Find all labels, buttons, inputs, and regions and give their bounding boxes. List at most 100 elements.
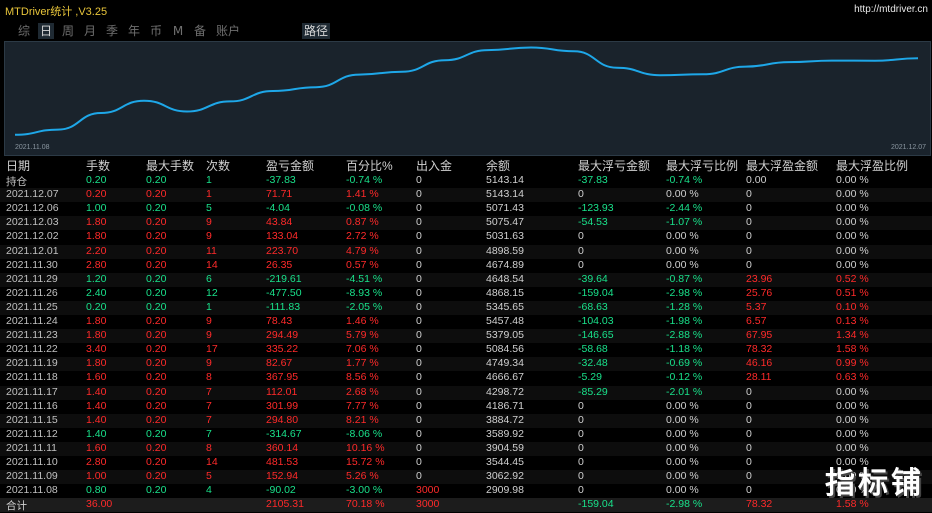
table-cell: 0.00 % (836, 413, 869, 426)
table-row[interactable]: 2021.11.08 0.80 0.20 4 -90.02 -3.00 % 3000 2909… (0, 484, 932, 498)
table-cell: -4.04 (266, 202, 290, 215)
table-cell: 2021.11.19 (6, 357, 58, 370)
column-header[interactable]: 最大浮亏金额 (578, 159, 651, 173)
table-cell: 5143.14 (486, 174, 524, 186)
column-header[interactable]: 日期 (6, 159, 31, 173)
table-row[interactable]: 2021.11.19 1.80 0.20 9 82.67 1.77 % 0 4749.34 -3… (0, 357, 932, 372)
table-cell: 5.37 (746, 300, 767, 313)
table-cell: 0.20 (146, 174, 167, 186)
tab-7[interactable]: M (172, 24, 184, 38)
table-row[interactable]: 2021.12.06 1.00 0.20 5 -4.04 -0.08 % 0 5071.43 -… (0, 202, 932, 216)
table-cell: 46.16 (746, 357, 773, 370)
table-cell: 0.00 % (836, 188, 869, 201)
table-cell: 0.00 % (666, 413, 699, 426)
table-row[interactable]: 2021.11.29 1.20 0.20 6 -219.61 -4.51 % 0 4648.5… (0, 272, 932, 287)
table-cell: 0.52 % (836, 272, 869, 285)
table-row[interactable]: 2021.11.26 2.40 0.20 12 -477.50 -8.93 % 0 4868.… (0, 287, 932, 301)
column-header[interactable]: 最大浮亏比例 (666, 159, 739, 173)
tab-10[interactable]: 路径 (302, 23, 330, 39)
chart-start-date: 2021.11.08 (15, 144, 50, 151)
table-cell: 0 (746, 427, 752, 440)
table-cell: 36.00 (86, 498, 113, 511)
table-cell: 0 (578, 258, 584, 271)
tab-2[interactable]: 周 (61, 24, 74, 38)
table-row[interactable]: 2021.12.02 1.80 0.20 9 133.04 2.72 % 0 5031.63 0… (0, 230, 932, 244)
table-cell: 9 (206, 216, 212, 229)
table-row[interactable]: 2021.11.18 1.60 0.20 8 367.95 8.56 % 0 4666.67 -… (0, 371, 932, 385)
table-cell: -0.69 % (666, 357, 703, 370)
table-cell: 1 (206, 188, 212, 201)
tab-6[interactable]: 币 (149, 24, 162, 38)
table-cell: 4 (206, 484, 212, 497)
table-cell: -0.12 % (666, 371, 703, 384)
table-cell: 294.80 (266, 413, 299, 426)
table-cell: 7 (206, 413, 212, 426)
table-cell: 0.20 (146, 470, 167, 483)
table-row[interactable]: 2021.11.30 2.80 0.20 14 26.35 0.57 % 0 4674.89 0… (0, 259, 932, 273)
table-cell: 360.14 (266, 441, 299, 454)
table-row[interactable]: 2021.11.17 1.40 0.20 7 112.01 2.68 % 0 4298.72 -… (0, 385, 932, 400)
table-cell: 2021.12.07 (6, 188, 59, 201)
table-cell: 7.77 % (346, 399, 379, 412)
table-row[interactable]: 2021.11.11 1.60 0.20 8 360.14 10.16 % 0 3904.59… (0, 441, 932, 456)
table-cell: 0 (746, 188, 752, 201)
table-cell: 0.20 (146, 371, 167, 384)
table-cell: 2021.11.29 (6, 272, 58, 285)
tab-4[interactable]: 季 (105, 24, 118, 38)
table-cell: 2021.11.11 (6, 441, 57, 454)
table-cell: 78.32 (746, 343, 773, 356)
column-header[interactable]: 百分比% (346, 159, 393, 173)
table-row[interactable]: 2021.12.01 2.20 0.20 11 223.70 4.79 % 0 4898.59… (0, 244, 932, 259)
table-row[interactable]: 2021.11.25 0.20 0.20 1 -111.83 -2.05 % 0 5345.6… (0, 300, 932, 315)
table-header: 日期 手数 最大手数 次数 盈亏金额 百分比% 出入金 余额 最大浮亏金额 最大浮亏比例 最大浮盈金… (0, 157, 932, 173)
column-header[interactable]: 最大手数 (146, 159, 195, 173)
column-header[interactable]: 最大浮盈金额 (746, 159, 819, 173)
total-row[interactable]: 合计 36.00 2105.31 70.18 % 3000 -159.04 -2.98 % 7… (0, 498, 932, 513)
column-header[interactable]: 盈亏金额 (266, 159, 315, 173)
table-cell: 0 (416, 272, 422, 285)
table-cell: 17 (206, 343, 218, 356)
table-cell: 2021.11.22 (6, 343, 58, 356)
table-cell: 0 (416, 371, 422, 384)
website-link[interactable]: http://mtdriver.cn (854, 4, 928, 15)
tab-5[interactable]: 年 (127, 24, 140, 38)
table-row[interactable]: 2021.11.24 1.80 0.20 9 78.43 1.46 % 0 5457.48 -1… (0, 315, 932, 329)
table-cell: 0 (416, 216, 422, 229)
table-row[interactable]: 2021.11.16 1.40 0.20 7 301.99 7.77 % 0 4186.71 0… (0, 400, 932, 414)
table-row[interactable]: 2021.11.10 2.80 0.20 14 481.53 15.72 % 0 3544.4… (0, 456, 932, 470)
table-cell: 0.20 (146, 441, 167, 454)
table-cell: 3544.45 (486, 456, 524, 468)
table-cell: 0.51 % (836, 286, 869, 299)
tab-8[interactable]: 备 (193, 24, 206, 38)
column-header[interactable]: 手数 (86, 159, 111, 173)
table-row[interactable]: 2021.11.12 1.40 0.20 7 -314.67 -8.06 % 0 3589.9… (0, 428, 932, 442)
table-cell: -5.29 (578, 371, 602, 384)
table-row[interactable]: 2021.12.03 1.80 0.20 9 43.84 0.87 % 0 5075.47 -5… (0, 216, 932, 231)
table-cell: 0.10 % (836, 300, 869, 313)
column-header[interactable]: 次数 (206, 159, 231, 173)
table-cell: -111.83 (266, 300, 301, 313)
table-cell: 2909.98 (486, 484, 524, 497)
column-header[interactable]: 余额 (486, 159, 511, 173)
table-cell: -0.87 % (666, 272, 703, 285)
table-row[interactable]: 2021.11.23 1.80 0.20 9 294.49 5.79 % 0 5379.05 -… (0, 329, 932, 344)
table-cell: 2021.12.02 (6, 230, 59, 243)
table-row[interactable]: 持仓 0.20 0.20 1 -37.83 -0.74 % 0 5143.14 -37.83 -0… (0, 174, 932, 188)
table-cell: 0.00 % (666, 470, 699, 483)
tab-1[interactable]: 日 (38, 23, 54, 39)
table-cell: 112.01 (266, 385, 298, 398)
table-cell: 0 (416, 427, 422, 440)
tab-0[interactable]: 综 (17, 24, 30, 38)
table-row[interactable]: 2021.11.22 3.40 0.20 17 335.22 7.06 % 0 5084.56… (0, 343, 932, 357)
column-header[interactable]: 最大浮盈比例 (836, 159, 909, 173)
column-header[interactable]: 出入金 (416, 159, 453, 173)
table-row[interactable]: 2021.11.09 1.00 0.20 5 152.94 5.26 % 0 3062.92 0… (0, 470, 932, 485)
tab-9[interactable]: 账户 (215, 24, 240, 38)
table-row[interactable]: 2021.12.07 0.20 0.20 1 71.71 1.41 % 0 5143.14 0 0… (0, 188, 932, 203)
table-row[interactable]: 2021.11.15 1.40 0.20 7 294.80 8.21 % 0 3884.72 0… (0, 413, 932, 428)
table-cell: -0.74 % (666, 174, 703, 186)
table-cell: 1.40 (86, 427, 107, 440)
table-cell: 0.87 % (346, 216, 379, 229)
table-cell: 0 (578, 484, 584, 497)
tab-3[interactable]: 月 (83, 24, 96, 38)
